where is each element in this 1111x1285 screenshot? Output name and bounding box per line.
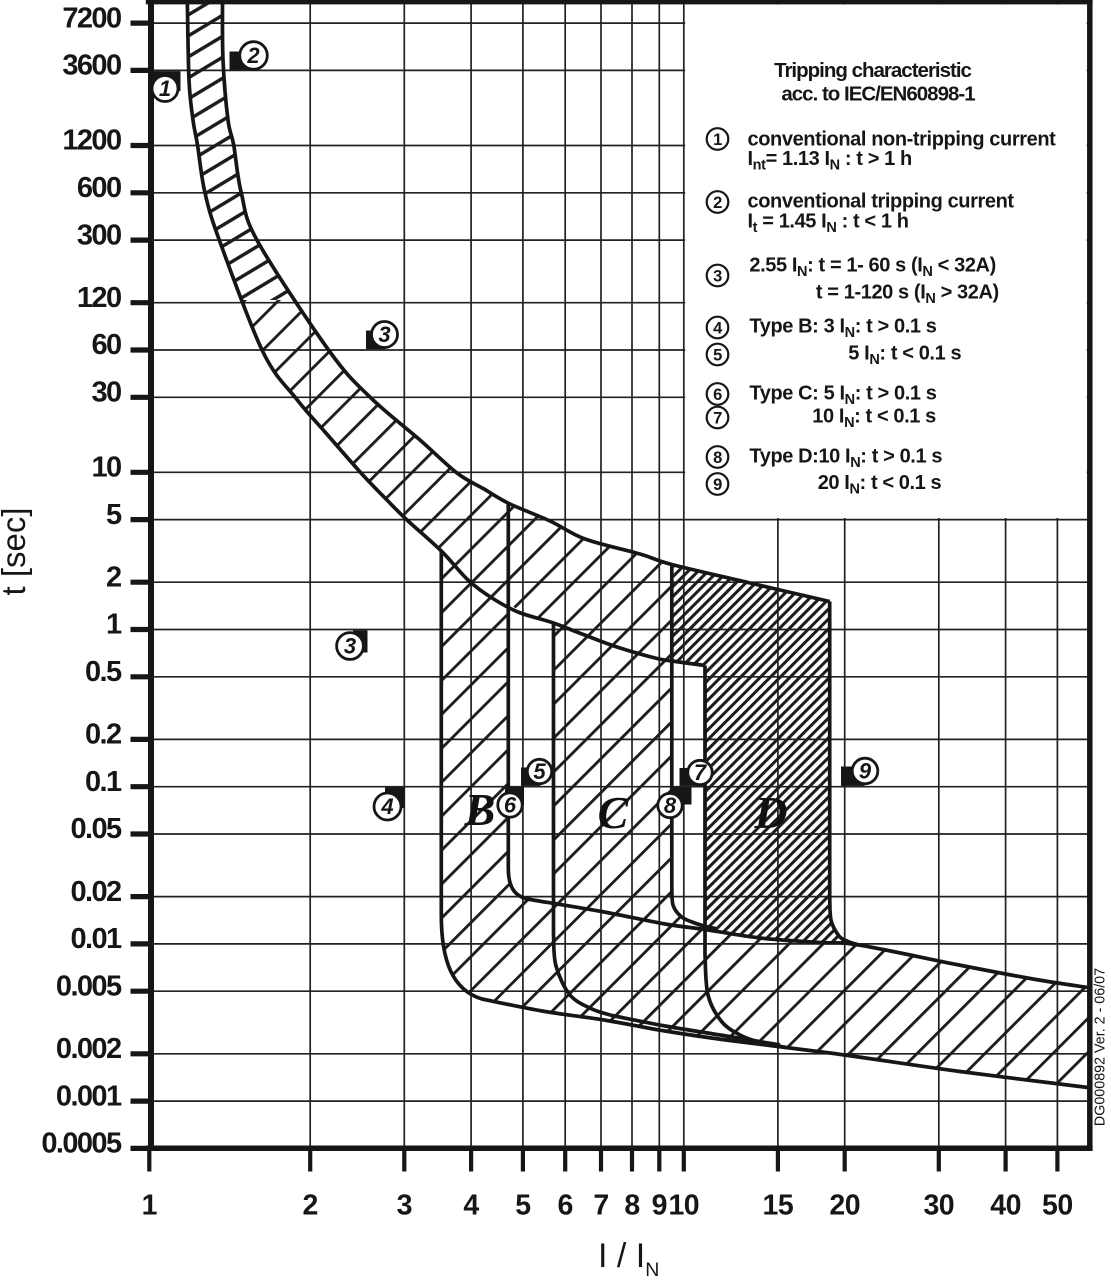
svg-text:C: C (598, 787, 630, 838)
svg-text:8: 8 (664, 793, 677, 818)
svg-text:1: 1 (142, 1190, 158, 1222)
svg-text:5: 5 (106, 499, 122, 531)
svg-text:conventional tripping current: conventional tripping current (748, 190, 1015, 212)
svg-text:30: 30 (923, 1190, 954, 1222)
svg-text:3: 3 (713, 267, 722, 285)
svg-text:2.55 IN: t = 1- 60 s (IN < 32A: 2.55 IN: t = 1- 60 s (IN < 32A) (749, 255, 995, 281)
svg-text:acc. to IEC/EN60898-1: acc. to IEC/EN60898-1 (781, 83, 975, 106)
svg-text:B: B (464, 784, 496, 835)
svg-text:0.001: 0.001 (56, 1080, 122, 1112)
svg-text:6: 6 (713, 386, 722, 404)
svg-text:DG000892 Ver. 2 - 06/07: DG000892 Ver. 2 - 06/07 (1093, 968, 1109, 1126)
svg-text:Type C: 5 IN: t > 0.1 s: Type C: 5 IN: t > 0.1 s (749, 382, 936, 408)
svg-text:conventional non-tripping curr: conventional non-tripping current (748, 128, 1057, 150)
svg-text:6: 6 (558, 1190, 573, 1222)
svg-text:0.1: 0.1 (85, 766, 122, 798)
svg-text:Type B: 3 IN: t > 0.1 s: Type B: 3 IN: t > 0.1 s (749, 316, 936, 342)
svg-text:10: 10 (668, 1190, 699, 1222)
svg-text:2: 2 (106, 561, 121, 593)
svg-text:6: 6 (504, 793, 517, 818)
svg-text:9: 9 (713, 476, 722, 494)
svg-text:Type D:10 IN: t > 0.1 s: Type D:10 IN: t > 0.1 s (749, 445, 942, 471)
svg-text:5: 5 (533, 759, 546, 784)
svg-text:t = 1-120 s (IN > 32A): t = 1-120 s (IN > 32A) (816, 282, 999, 308)
svg-text:9: 9 (859, 759, 872, 784)
svg-text:1200: 1200 (62, 125, 121, 157)
svg-text:5: 5 (515, 1190, 531, 1222)
svg-text:7: 7 (713, 409, 722, 427)
svg-text:7200: 7200 (62, 2, 121, 34)
svg-text:2: 2 (713, 194, 722, 212)
svg-text:4: 4 (463, 1190, 479, 1222)
svg-text:120: 120 (77, 282, 121, 314)
svg-text:0.02: 0.02 (70, 876, 121, 908)
svg-text:Tripping characteristic: Tripping characteristic (774, 59, 971, 82)
svg-text:20 IN: t < 0.1 s: 20 IN: t < 0.1 s (818, 472, 942, 498)
svg-text:40: 40 (990, 1190, 1021, 1222)
svg-text:7: 7 (593, 1190, 608, 1222)
svg-text:3600: 3600 (62, 50, 121, 82)
svg-text:0.05: 0.05 (70, 813, 122, 845)
svg-text:20: 20 (829, 1190, 860, 1222)
svg-text:3: 3 (378, 322, 390, 347)
svg-text:600: 600 (77, 172, 121, 204)
svg-text:30: 30 (91, 377, 121, 409)
svg-text:60: 60 (91, 329, 121, 361)
svg-text:1: 1 (713, 131, 722, 149)
svg-text:1: 1 (159, 76, 171, 101)
svg-text:3: 3 (397, 1190, 412, 1222)
svg-text:t [sec]: t [sec] (0, 507, 32, 595)
svg-text:0.01: 0.01 (70, 923, 122, 955)
svg-text:1: 1 (106, 609, 122, 641)
svg-text:5: 5 (713, 346, 722, 364)
svg-text:0.5: 0.5 (85, 656, 122, 688)
svg-text:4: 4 (713, 319, 723, 337)
svg-text:0.002: 0.002 (56, 1033, 121, 1065)
svg-text:5 IN: t < 0.1 s: 5 IN: t < 0.1 s (848, 343, 961, 369)
svg-text:9: 9 (652, 1190, 667, 1222)
svg-text:0.005: 0.005 (56, 970, 122, 1002)
svg-text:10: 10 (91, 452, 121, 484)
svg-text:0.2: 0.2 (85, 719, 121, 751)
svg-text:15: 15 (763, 1190, 794, 1222)
svg-text:2: 2 (303, 1190, 318, 1222)
svg-text:7: 7 (694, 760, 708, 785)
svg-text:8: 8 (713, 449, 722, 467)
svg-text:8: 8 (624, 1190, 639, 1222)
svg-text:2: 2 (246, 43, 260, 68)
svg-text:50: 50 (1042, 1190, 1073, 1222)
svg-text:4: 4 (380, 794, 393, 819)
svg-text:300: 300 (77, 219, 121, 251)
svg-text:3: 3 (344, 634, 356, 659)
svg-text:0.0005: 0.0005 (41, 1128, 122, 1160)
svg-text:10 IN: t < 0.1 s: 10 IN: t < 0.1 s (812, 406, 936, 432)
svg-text:D: D (753, 787, 787, 838)
